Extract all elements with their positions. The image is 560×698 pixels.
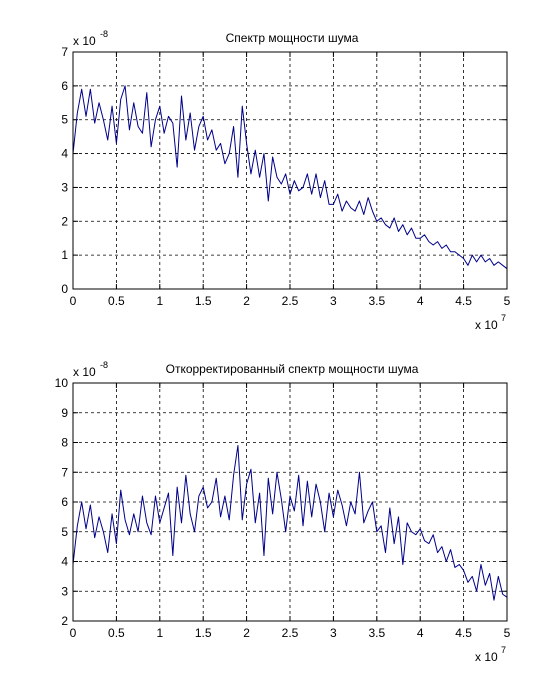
x-multiplier: x 10: [475, 318, 498, 332]
y-tick-label: 10: [55, 376, 69, 390]
y-tick-label: 3: [61, 180, 68, 194]
x-tick-label: 2: [243, 294, 250, 308]
chart-title: Откорректированный спектр мощности шума: [166, 362, 419, 376]
x-tick-label: 3: [330, 626, 337, 640]
plot-area: [73, 52, 507, 289]
x-tick-label: 3.5: [368, 626, 385, 640]
x-multiplier: x 10: [475, 650, 498, 664]
x-tick-label: 0: [70, 294, 77, 308]
y-tick-label: 7: [61, 45, 68, 59]
y-tick-label: 2: [61, 614, 68, 628]
x-tick-label: 4: [417, 626, 424, 640]
x-tick-label: 1: [156, 294, 163, 308]
x-tick-label: 1.5: [195, 626, 212, 640]
x-tick-label: 3: [330, 294, 337, 308]
y-tick-label: 4: [61, 555, 68, 569]
series-line: [72, 444, 508, 601]
x-tick-label: 4.5: [455, 294, 472, 308]
x-tick-label: 2.5: [282, 626, 299, 640]
x-tick-label: 0.5: [108, 294, 125, 308]
y-tick-label: 6: [61, 495, 68, 509]
axes-frame: [72, 51, 508, 290]
x-tick-label: 0: [70, 626, 77, 640]
x-tick-label: 2: [243, 626, 250, 640]
y-multiplier: x 10: [73, 365, 96, 379]
y-tick-label: 8: [61, 436, 68, 450]
y-tick-label: 5: [61, 525, 68, 539]
y-tick-label: 2: [61, 214, 68, 228]
x-tick-label: 5: [504, 626, 511, 640]
y-tick-label: 5: [61, 113, 68, 127]
x-tick-label: 0.5: [108, 626, 125, 640]
power-spectrum-chart: 0 0.5 1 1.5 2 2.5 3 3.5 4 4.5 5 0 1 2 3 4 5 6 7 Спектр мощн…: [61, 29, 510, 332]
y-tick-label: 3: [61, 584, 68, 598]
x-tick-label: 1.5: [195, 294, 212, 308]
series-line: [72, 85, 508, 270]
y-multiplier: x 10: [73, 34, 96, 48]
x-tick-label: 2.5: [282, 294, 299, 308]
axes-frame: [72, 382, 508, 622]
y-tick-label: 9: [61, 406, 68, 420]
y-tick-label: 1: [61, 248, 68, 262]
x-tick-label: 5: [504, 294, 511, 308]
y-tick-label: 0: [61, 282, 68, 296]
x-tick-label: 3.5: [368, 294, 385, 308]
y-tick-label: 7: [61, 465, 68, 479]
y-multiplier-exponent: -8: [100, 360, 108, 370]
x-tick-label: 4: [417, 294, 424, 308]
x-tick-label: 1: [156, 626, 163, 640]
x-tick-label: 4.5: [455, 626, 472, 640]
x-multiplier-exponent: 7: [501, 313, 506, 323]
y-tick-label: 6: [61, 79, 68, 93]
corrected-power-spectrum-chart: 0 0.5 1 1.5 2 2.5 3 3.5 4 4.5 5 2 3 4 5 6 7 8 9 10 Откоррект…: [55, 360, 511, 664]
x-multiplier-exponent: 7: [501, 645, 506, 655]
chart-title: Спектр мощности шума: [226, 31, 359, 45]
y-multiplier-exponent: -8: [100, 29, 108, 39]
y-tick-label: 4: [61, 147, 68, 161]
